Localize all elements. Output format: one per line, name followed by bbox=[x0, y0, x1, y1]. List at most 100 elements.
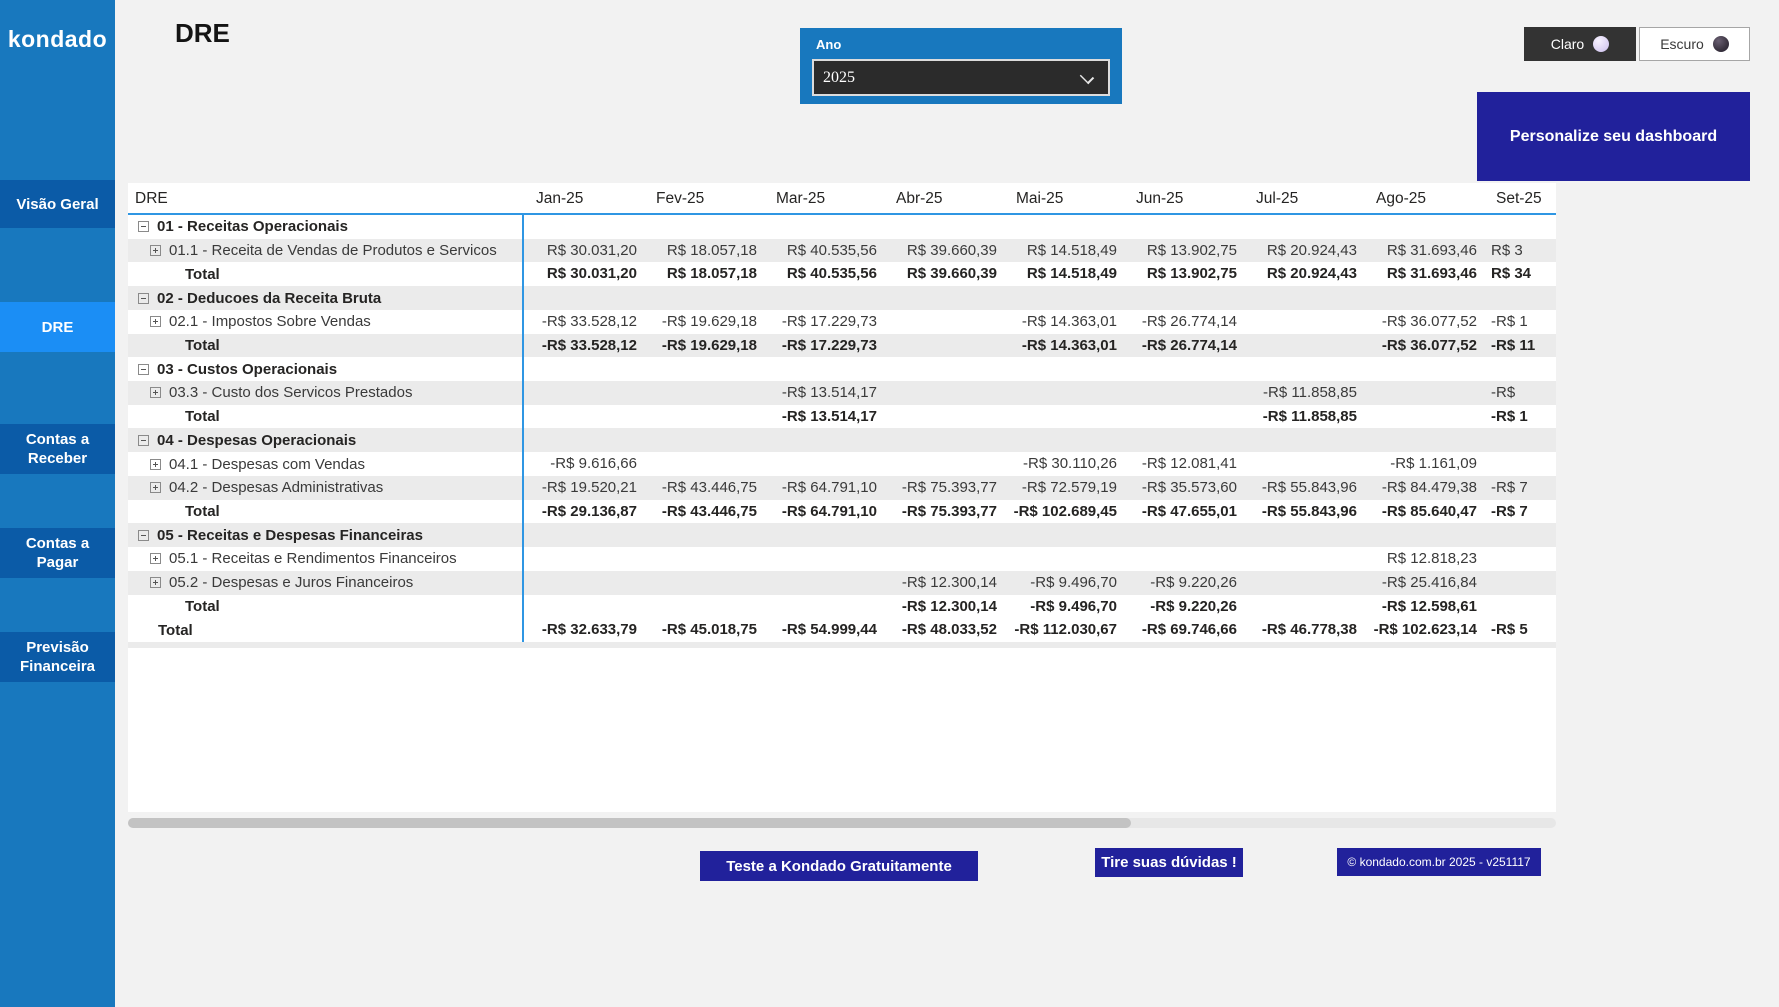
row-label-text: 03.3 - Custo dos Servicos Prestados bbox=[169, 384, 413, 402]
expand-icon[interactable] bbox=[150, 316, 161, 328]
table-row: 03.3 - Custo dos Servicos Prestados -R$ 1… bbox=[128, 381, 1556, 405]
value-cell: -R$ 75.393,77 bbox=[901, 502, 997, 520]
help-button[interactable]: Tire suas dúvidas ! bbox=[1095, 848, 1243, 877]
value-cell: -R$ 36.077,52 bbox=[1381, 312, 1477, 330]
expand-icon[interactable] bbox=[150, 553, 161, 565]
expand-icon[interactable] bbox=[150, 245, 161, 257]
horizontal-scrollbar-thumb[interactable] bbox=[128, 818, 1131, 828]
value-cell: -R$ 84.479,38 bbox=[1381, 478, 1477, 496]
expand-icon[interactable] bbox=[150, 577, 161, 589]
trial-cta-button[interactable]: Teste a Kondado Gratuitamente bbox=[700, 851, 978, 881]
value-cell: -R$ 25.416,84 bbox=[1381, 573, 1477, 591]
theme-light-button[interactable]: Claro bbox=[1524, 27, 1636, 61]
value-cell: -R$ 19.520,21 bbox=[541, 478, 637, 496]
value-cell: -R$ 64.791,10 bbox=[781, 478, 877, 496]
collapse-icon[interactable] bbox=[138, 363, 149, 375]
matrix-header-month[interactable]: Mar-25 bbox=[776, 190, 826, 207]
row-label-text: Total bbox=[185, 265, 220, 283]
value-cell: -R$ 9.220,26 bbox=[1150, 573, 1237, 591]
value-cell: R$ 18.057,18 bbox=[666, 265, 757, 283]
sidebar-item-previsao-financeira[interactable]: Previsão Financeira bbox=[0, 632, 115, 682]
value-cell: -R$ 54.999,44 bbox=[781, 621, 877, 639]
sidebar-item-visao-geral[interactable]: Visão Geral bbox=[0, 180, 115, 228]
value-cell: R$ 13.902,75 bbox=[1146, 241, 1237, 259]
value-cell: R$ 14.518,49 bbox=[1026, 241, 1117, 259]
page-title: DRE bbox=[175, 18, 230, 48]
matrix-header-month[interactable]: Abr-25 bbox=[896, 190, 943, 207]
row-label: 01 - Receitas Operacionais bbox=[128, 218, 523, 235]
expand-icon[interactable] bbox=[150, 458, 161, 470]
table-row: Total -R$ 33.528,12 -R$ 19.629,18 -R$ 17.22… bbox=[128, 333, 1556, 358]
row-label-text: 04.1 - Despesas com Vendas bbox=[169, 455, 365, 473]
value-cell: R$ 39.660,39 bbox=[906, 241, 997, 259]
value-cell: R$ 31.693,46 bbox=[1386, 265, 1477, 283]
value-cell: -R$ 36.077,52 bbox=[1381, 336, 1477, 354]
table-row: 01.1 - Receita de Vendas de Produtos e S… bbox=[128, 238, 1556, 263]
value-cell: -R$ 17.229,73 bbox=[781, 312, 877, 330]
value-cell: -R$ 85.640,47 bbox=[1381, 502, 1477, 520]
matrix-header-month[interactable]: Mai-25 bbox=[1016, 190, 1064, 207]
value-cell: -R$ 26.774,14 bbox=[1141, 312, 1237, 330]
value-cell: -R$ 5 bbox=[1491, 621, 1528, 639]
expand-icon[interactable] bbox=[150, 387, 161, 399]
matrix-header-month[interactable]: Jan-25 bbox=[536, 190, 584, 207]
collapse-icon[interactable] bbox=[138, 221, 149, 233]
theme-dark-button[interactable]: Escuro bbox=[1639, 27, 1750, 61]
row-label: 05.1 - Receitas e Rendimentos Financeiro… bbox=[128, 550, 523, 567]
row-label: 02 - Deducoes da Receita Bruta bbox=[128, 290, 523, 307]
sidebar-item-contas-a-receber[interactable]: Contas a Receber bbox=[0, 424, 115, 474]
row-label: 04.1 - Despesas com Vendas bbox=[128, 456, 523, 473]
value-cell: -R$ 69.746,66 bbox=[1141, 621, 1237, 639]
value-cell: -R$ 55.843,96 bbox=[1261, 478, 1357, 496]
value-cell: -R$ 112.030,67 bbox=[1014, 621, 1117, 639]
copyright-badge[interactable]: © kondado.com.br 2025 - v251117 bbox=[1337, 848, 1541, 876]
table-row: Total R$ 30.031,20 R$ 18.057,18 R$ 40.535,5… bbox=[128, 262, 1556, 286]
row-label: 04 - Despesas Operacionais bbox=[128, 432, 523, 449]
value-cell: -R$ 102.689,45 bbox=[1013, 502, 1117, 520]
table-row: 04.1 - Despesas com Vendas -R$ 9.616,66 -R… bbox=[128, 452, 1556, 476]
row-label: 01.1 - Receita de Vendas de Produtos e S… bbox=[128, 242, 523, 259]
sidebar-item-dre[interactable]: DRE bbox=[0, 302, 115, 352]
collapse-icon[interactable] bbox=[138, 292, 149, 304]
row-label-text: Total bbox=[158, 621, 193, 639]
matrix-header-month[interactable]: Jul-25 bbox=[1256, 190, 1299, 207]
value-cell: -R$ 45.018,75 bbox=[661, 621, 757, 639]
value-cell: -R$ 47.655,01 bbox=[1141, 502, 1237, 520]
sidebar-item-contas-a-pagar[interactable]: Contas a Pagar bbox=[0, 528, 115, 578]
value-cell: -R$ 11.858,85 bbox=[1263, 384, 1357, 402]
matrix-header-month[interactable]: Jun-25 bbox=[1136, 190, 1184, 207]
value-cell: R$ 30.031,20 bbox=[546, 241, 637, 259]
value-cell: -R$ 64.791,10 bbox=[781, 502, 877, 520]
row-label: 02.1 - Impostos Sobre Vendas bbox=[128, 313, 523, 330]
value-cell: R$ 40.535,56 bbox=[786, 241, 877, 259]
theme-dark-label: Escuro bbox=[1660, 36, 1704, 52]
matrix-header-month[interactable]: Fev-25 bbox=[656, 190, 705, 207]
row-label: Total bbox=[128, 266, 523, 283]
matrix-header-dre[interactable]: DRE bbox=[135, 190, 168, 207]
value-cell: R$ 31.693,46 bbox=[1386, 241, 1477, 259]
matrix-header-row: DRE Jan-25 Fev-25 Mar-25 Abr-25 Mai-25 Jun-25… bbox=[128, 183, 1556, 215]
year-dropdown[interactable]: 2025 bbox=[812, 59, 1110, 96]
table-row: Total -R$ 13.514,17 -R$ 11.858,85 -R$ 1 bbox=[128, 405, 1556, 429]
value-cell: -R$ 14.363,01 bbox=[1021, 336, 1117, 354]
personalize-dashboard-button[interactable]: Personalize seu dashboard bbox=[1477, 92, 1750, 181]
expand-icon[interactable] bbox=[150, 482, 161, 494]
value-cell: -R$ 26.774,14 bbox=[1141, 336, 1237, 354]
table-row: 03 - Custos Operacionais bbox=[128, 357, 1556, 381]
horizontal-scrollbar[interactable] bbox=[128, 818, 1556, 828]
row-label: Total bbox=[128, 408, 523, 425]
row-label-text: 04.2 - Despesas Administrativas bbox=[169, 479, 384, 497]
value-cell: -R$ 9.496,70 bbox=[1030, 597, 1117, 615]
table-row: 04 - Despesas Operacionais bbox=[128, 428, 1556, 453]
value-cell: -R$ 30.110,26 bbox=[1023, 455, 1117, 473]
value-cell: R$ 30.031,20 bbox=[546, 265, 637, 283]
collapse-icon[interactable] bbox=[138, 529, 149, 541]
matrix-header-month[interactable]: Set-25 bbox=[1496, 190, 1542, 207]
collapse-icon[interactable] bbox=[138, 434, 149, 446]
value-cell: R$ 20.924,43 bbox=[1266, 241, 1357, 259]
table-row: 05.1 - Receitas e Rendimentos Financeiro… bbox=[128, 547, 1556, 571]
table-row: 04.2 - Despesas Administrativas -R$ 19.52… bbox=[128, 475, 1556, 500]
matrix-header-month[interactable]: Ago-25 bbox=[1376, 190, 1426, 207]
value-cell: -R$ 48.033,52 bbox=[901, 621, 997, 639]
